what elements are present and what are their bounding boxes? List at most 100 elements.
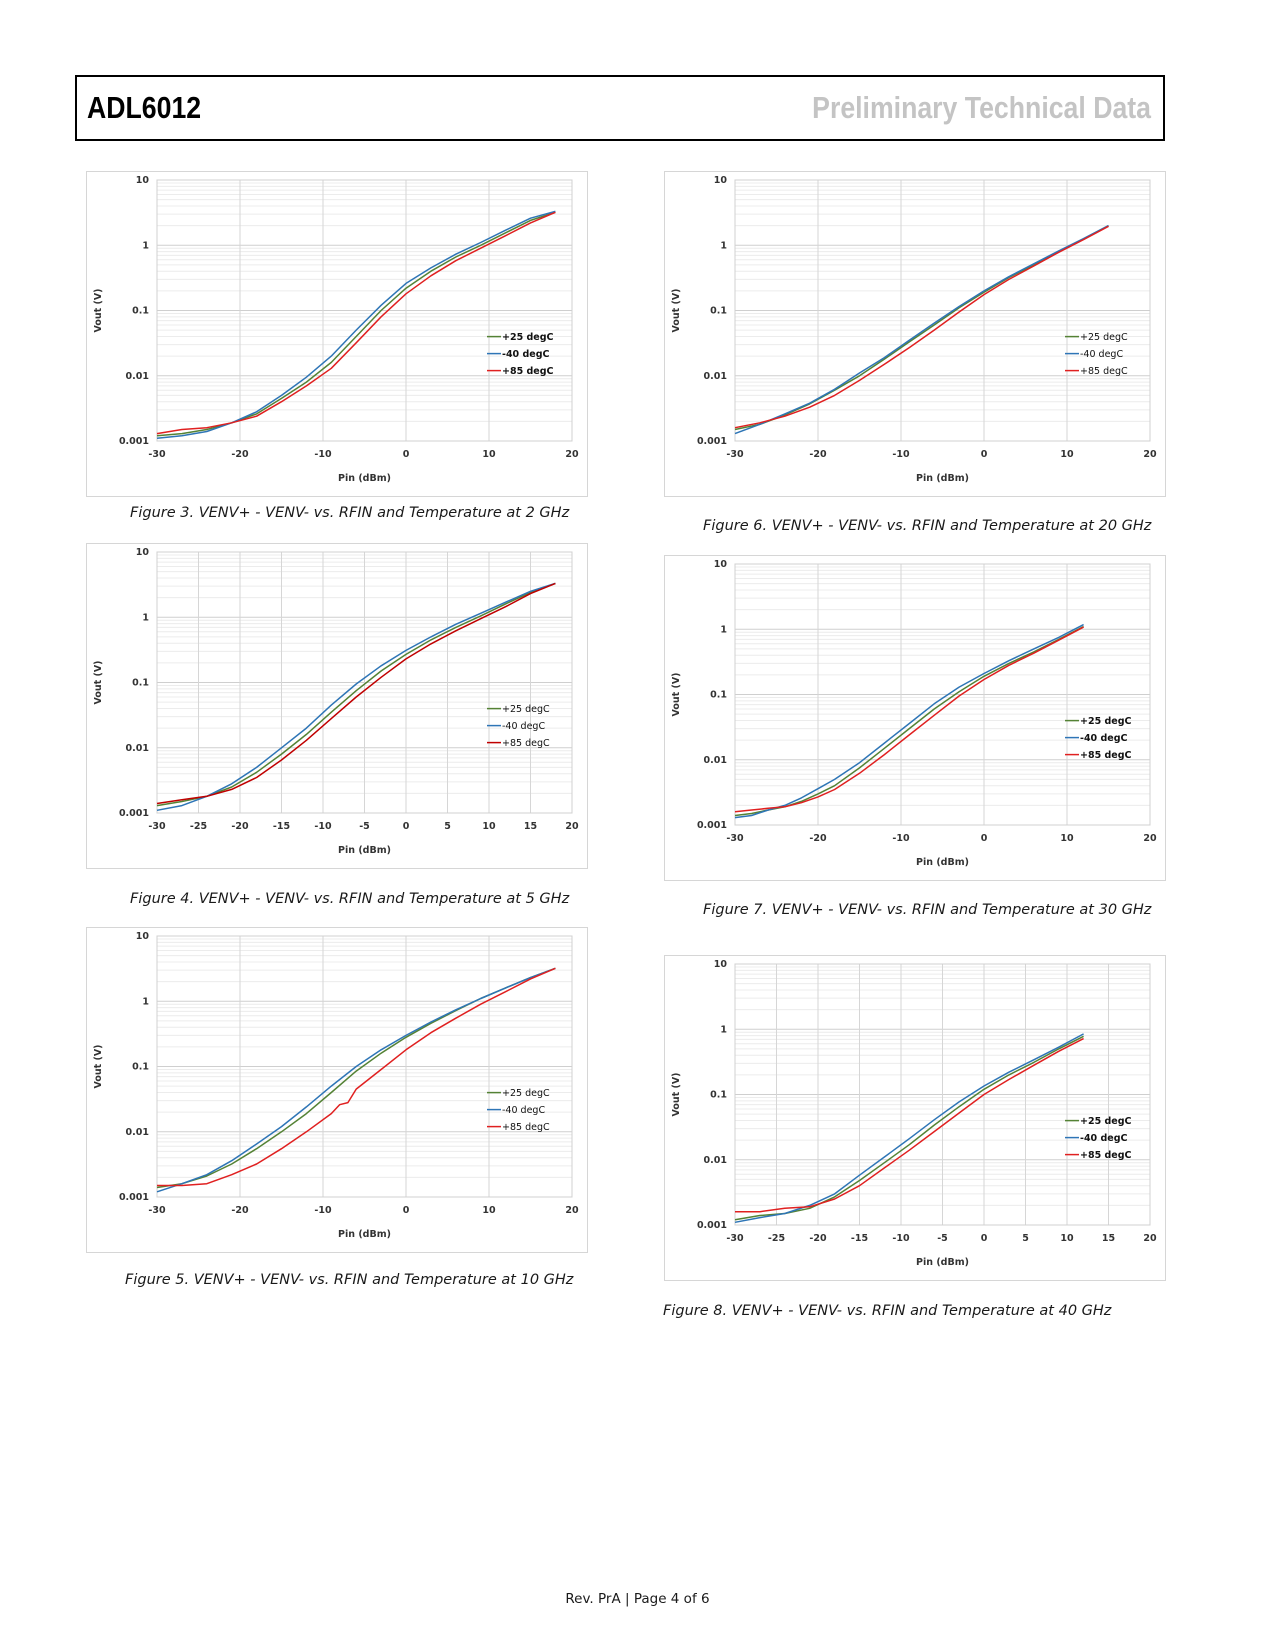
y-tick-label: 10 [714,559,728,570]
legend-label: -40 degC [1080,1133,1128,1144]
x-tick-label: 20 [1143,1233,1157,1244]
x-tick-label: -5 [937,1233,948,1244]
x-tick-label: -20 [231,821,249,832]
y-axis-title: Vout (V) [671,288,682,332]
y-tick-label: 10 [714,959,728,970]
x-tick-label: 15 [1102,1233,1115,1244]
x-axis-title: Pin (dBm) [916,1257,969,1268]
series-line [156,582,556,805]
y-tick-label: 0.1 [132,678,149,689]
y-tick-label: 0.01 [126,371,149,382]
x-tick-label: -30 [148,821,166,832]
y-tick-label: 0.1 [132,1062,149,1073]
series-line [156,211,556,435]
x-tick-label: -30 [148,449,166,460]
series-line [734,1035,1084,1221]
chart-svg: 0.001 0.01 0.1 1 10 -30 -20 -10 0 10 20 Pin (dBm) Vo… [93,931,579,1240]
document-status: Preliminary Technical Data [812,90,1151,125]
x-tick-label: 20 [1143,449,1157,460]
series-line [156,582,556,812]
x-tick-label: 10 [1060,1233,1074,1244]
y-tick-label: 0.001 [119,436,149,447]
series-line [156,967,556,1193]
page-footer: Rev. PrA | Page 4 of 6 [565,1591,710,1607]
figure-4-chart: 0.001 0.01 0.1 1 10 -30 -25 -20 -15 -10 -5 0 5 10 15 20… [86,543,588,869]
y-tick-label: 0.01 [126,743,149,754]
x-tick-label: 20 [1143,833,1157,844]
x-axis-title: Pin (dBm) [338,473,391,484]
y-axis-title: Vout (V) [93,660,104,704]
plot-area [156,935,573,1198]
y-axis-title: Vout (V) [671,672,682,716]
y-tick-label: 0.1 [710,1090,727,1101]
x-tick-label: 5 [444,821,451,832]
y-tick-label: 0.001 [697,820,727,831]
x-tick-label: 10 [482,449,496,460]
x-tick-label: -15 [851,1233,868,1244]
legend-label: +85 degC [502,738,550,749]
part-number: ADL6012 [87,90,202,125]
y-axis-title: Vout (V) [93,288,104,332]
x-tick-label: -30 [726,833,744,844]
legend-label: -40 degC [502,721,545,732]
x-tick-label: -10 [314,449,332,460]
y-tick-label: 1 [720,240,727,251]
x-tick-label: -30 [726,1233,744,1244]
series-line [156,582,556,807]
x-tick-label: 0 [981,833,988,844]
plot-area [734,179,1151,442]
plot-area [734,563,1151,826]
figure-8-caption: Figure 8. VENV+ - VENV- vs. RFIN and Tem… [663,1303,1112,1319]
page-header: ADL6012 Preliminary Technical Data [75,75,1165,141]
series-line [156,211,556,437]
x-axis-title: Pin (dBm) [338,845,391,856]
legend-label: +85 degC [502,366,554,377]
y-tick-label: 10 [136,931,150,942]
legend-label: +85 degC [1080,750,1132,761]
x-tick-label: 10 [482,821,496,832]
series-line [734,1033,1084,1224]
legend-label: +85 degC [502,1122,550,1133]
legend-label: +25 degC [502,704,550,715]
y-tick-label: 10 [136,175,150,186]
chart-svg: 0.001 0.01 0.1 1 10 -30 -20 -10 0 10 20 Pin (dBm) Vo… [671,175,1157,484]
legend-label: -40 degC [1080,733,1128,744]
x-tick-label: -20 [809,833,827,844]
series-line [735,1037,1084,1213]
x-tick-label: 10 [1060,449,1074,460]
y-tick-label: 0.1 [710,690,727,701]
figure-3-chart: 0.001 0.01 0.1 1 10 -30 -20 -10 0 10 20 Pin (dBm) Vo… [86,171,588,497]
y-tick-label: 0.001 [119,1192,149,1203]
legend-label: +25 degC [502,332,554,343]
plot-area [734,963,1151,1226]
figure-6-chart: 0.001 0.01 0.1 1 10 -30 -20 -10 0 10 20 Pin (dBm) Vo… [664,171,1166,497]
chart-svg: 0.001 0.01 0.1 1 10 -30 -25 -20 -15 -10 -5 0 5 10 15 20… [93,547,579,856]
x-axis-title: Pin (dBm) [338,1229,391,1240]
x-tick-label: -20 [231,1205,249,1216]
x-tick-label: -25 [768,1233,785,1244]
y-tick-label: 1 [142,996,149,1007]
x-tick-label: 10 [1060,833,1074,844]
series-line [734,626,1084,813]
x-tick-label: 0 [403,1205,410,1216]
y-tick-label: 10 [136,547,150,558]
chart-svg: 0.001 0.01 0.1 1 10 -30 -25 -20 -15 -10 -5 0 5 10 15 20… [671,959,1157,1268]
x-tick-label: -20 [231,449,249,460]
y-tick-label: 0.01 [704,1155,727,1166]
legend-label: -40 degC [502,1105,545,1116]
legend-label: +25 degC [1080,716,1132,727]
y-tick-label: 0.001 [697,1220,727,1231]
legend-label: +25 degC [502,1088,550,1099]
x-tick-label: 20 [565,449,579,460]
figure-4-caption: Figure 4. VENV+ - VENV- vs. RFIN and Tem… [130,891,570,907]
figure-5-chart: 0.001 0.01 0.1 1 10 -30 -20 -10 0 10 20 Pin (dBm) Vo… [86,927,588,1253]
legend-label: +25 degC [1080,332,1128,343]
figure-7-caption: Figure 7. VENV+ - VENV- vs. RFIN and Tem… [703,902,1152,918]
x-tick-label: 0 [403,449,410,460]
y-tick-label: 0.01 [704,371,727,382]
x-tick-label: 0 [403,821,410,832]
x-tick-label: -10 [314,821,332,832]
chart-svg: 0.001 0.01 0.1 1 10 -30 -20 -10 0 10 20 Pin (dBm) Vo… [93,175,579,484]
series-line [734,224,1109,435]
chart-svg: 0.001 0.01 0.1 1 10 -30 -20 -10 0 10 20 Pin (dBm) Vo… [671,559,1157,868]
